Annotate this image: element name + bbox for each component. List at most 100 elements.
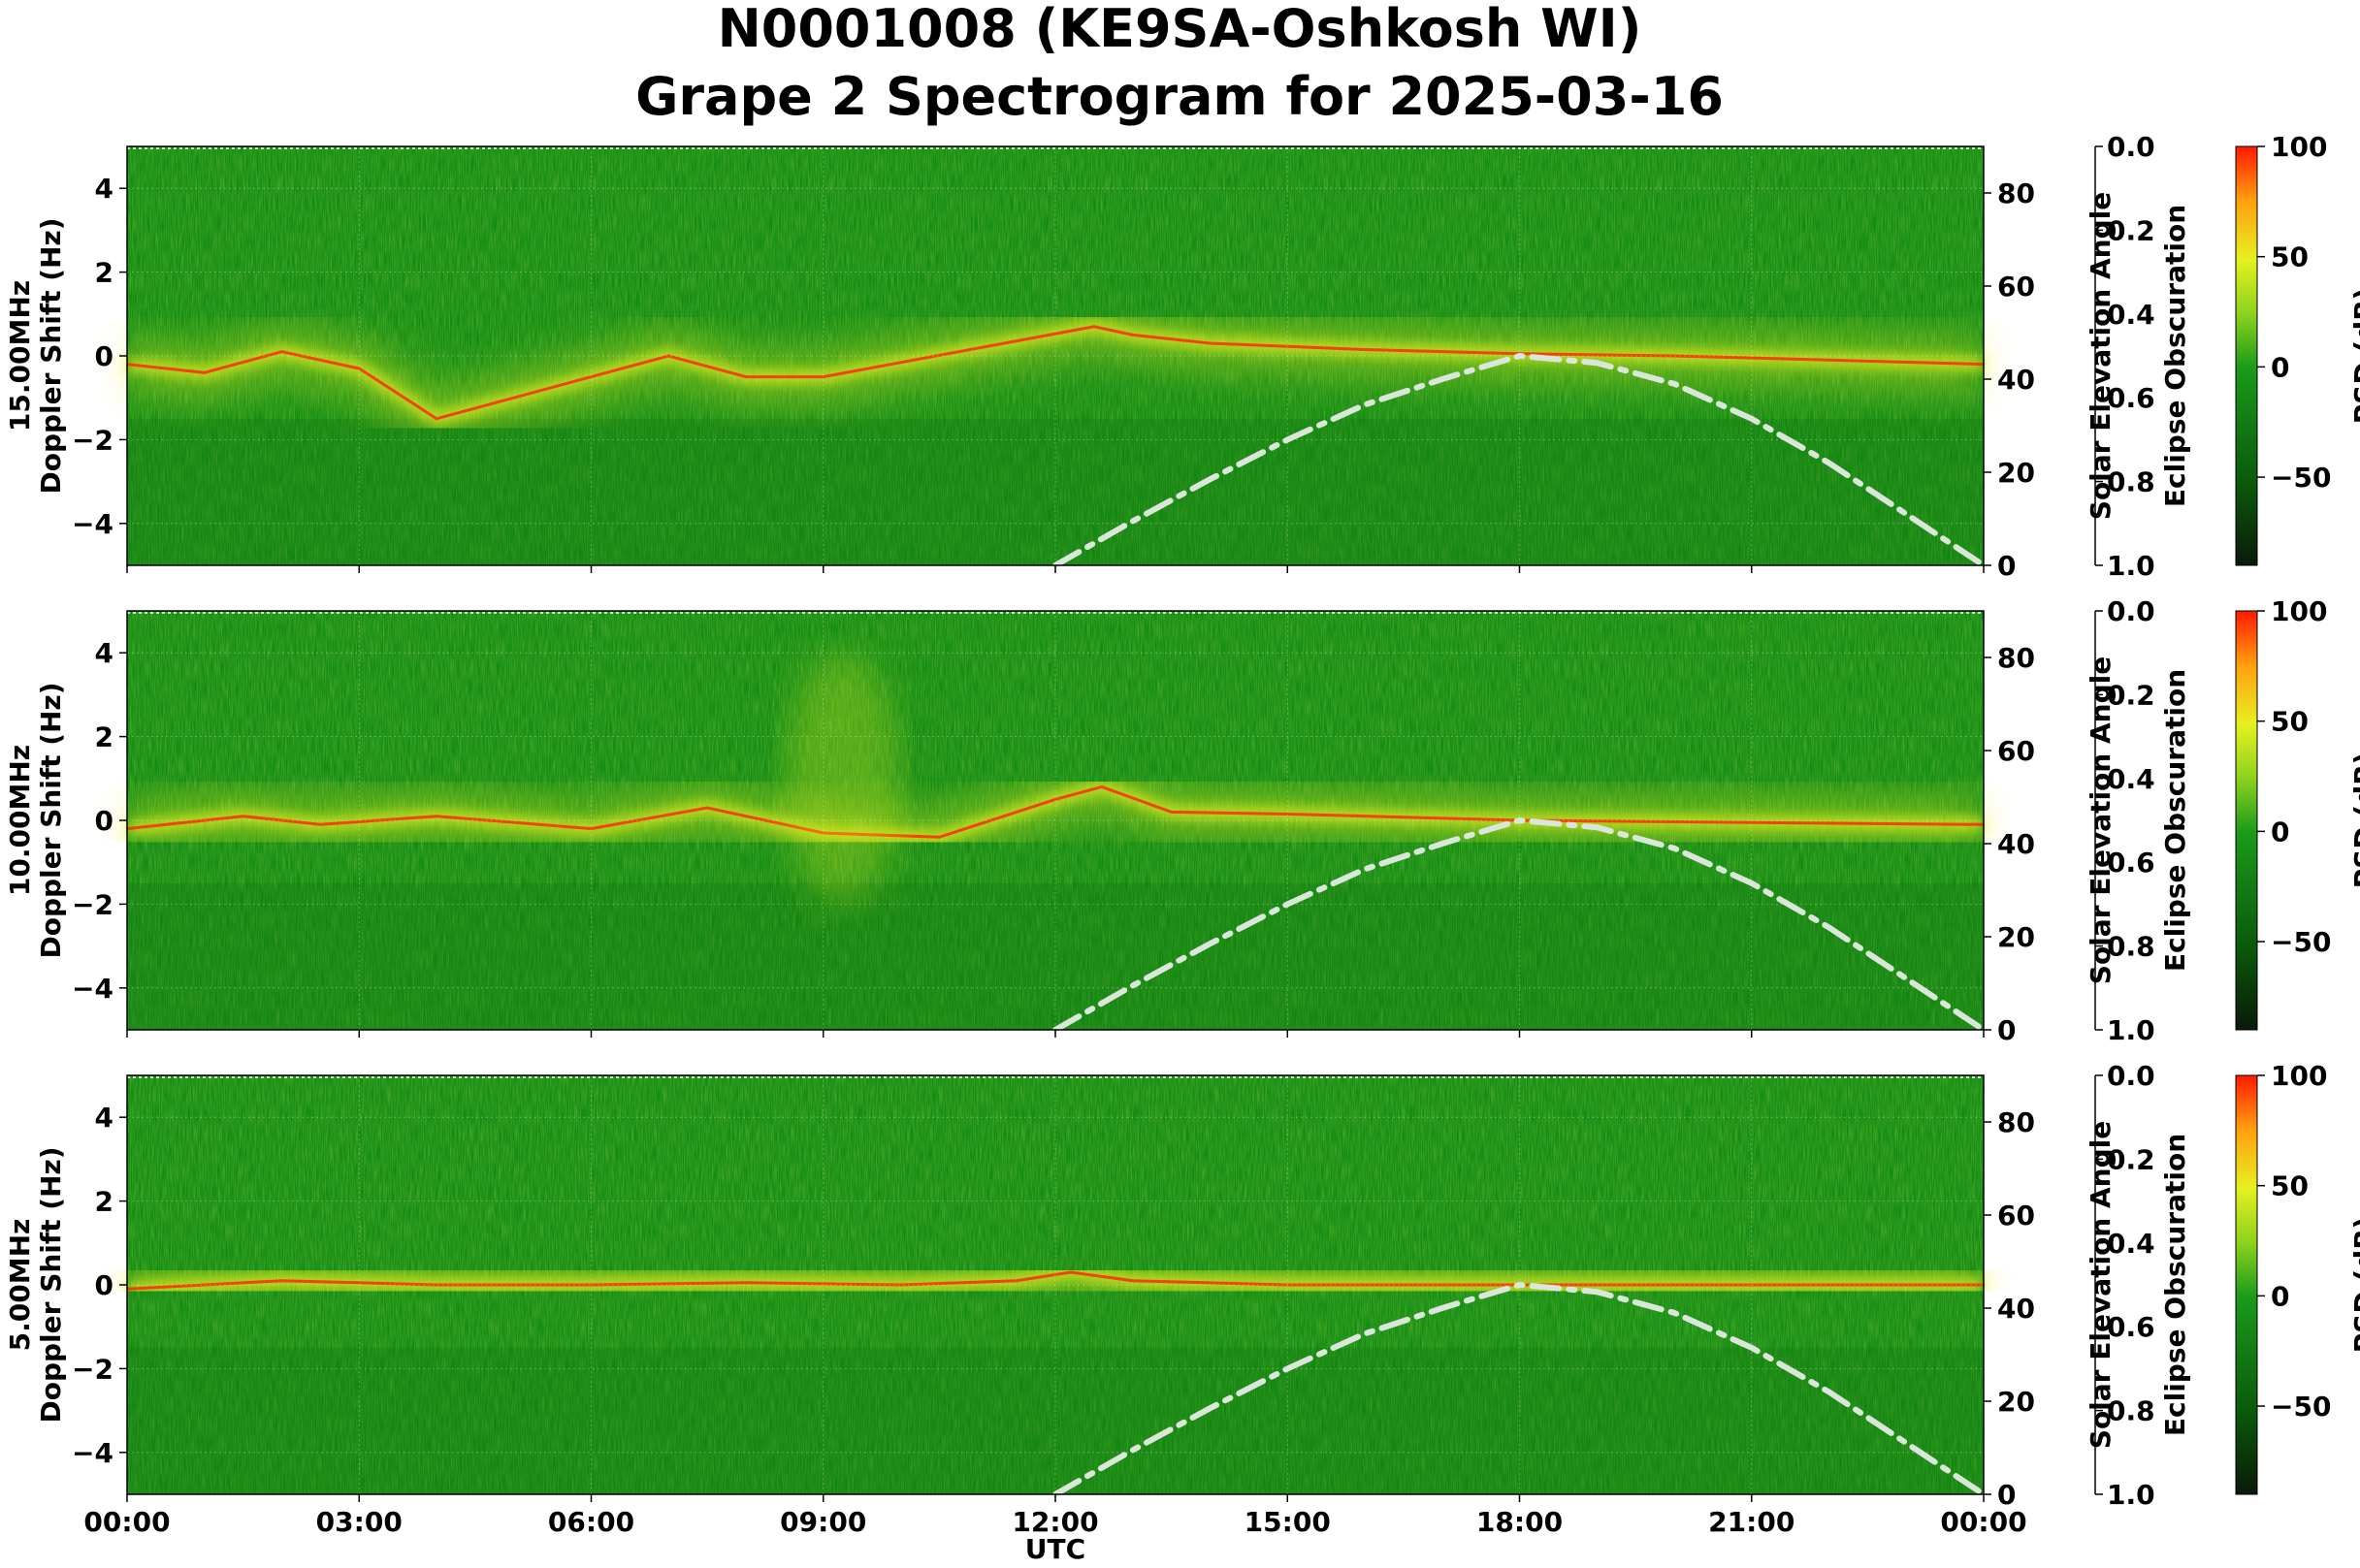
- doppler-axis-label: Doppler Shift (Hz): [35, 682, 67, 958]
- frequency-label: 10.00MHz: [4, 745, 36, 896]
- y-tick-label: −4: [72, 1437, 113, 1469]
- eclipse-axis-label: Eclipse Obscuration: [2159, 205, 2191, 507]
- eclipse-tick-label: 0.4: [2107, 1228, 2155, 1260]
- x-tick-label: 00:00: [1940, 1506, 2026, 1538]
- colorbar-tick-label: 50: [2271, 241, 2309, 273]
- elevation-tick-label: 20: [1997, 1386, 2035, 1418]
- colorbar-tick-label: −50: [2271, 1391, 2331, 1423]
- carrier-trace: [126, 784, 1985, 839]
- doppler-axis-label: Doppler Shift (Hz): [35, 217, 67, 494]
- elevation-tick-label: 60: [1997, 735, 2035, 767]
- elevation-axis-label: Solar Elevation Angle: [2085, 656, 2117, 984]
- colorbar: [2235, 1074, 2258, 1495]
- y-tick-label: −2: [72, 424, 113, 456]
- elevation-tick-label: 0: [1997, 1479, 2016, 1511]
- y-tick-label: 2: [95, 257, 113, 289]
- elevation-tick-label: 80: [1997, 1106, 2035, 1138]
- eclipse-tick-label: 0.0: [2107, 1060, 2155, 1092]
- colorbar-tick-label: −50: [2271, 926, 2331, 958]
- panel-3: −4 −2 0 2 4 5.00MHz Doppler Shift (Hz) 0 20 40 60 8…: [4, 1060, 2360, 1538]
- elevation-tick-label: 20: [1997, 921, 2035, 953]
- elevation-tick-label: 40: [1997, 364, 2035, 396]
- x-tick-label: 03:00: [316, 1506, 403, 1538]
- eclipse-tick-label: 1.0: [2107, 1479, 2155, 1511]
- colorbar-label: PSD (dB): [2348, 752, 2360, 889]
- elevation-axis-label: Solar Elevation Angle: [2085, 192, 2117, 520]
- eclipse-tick-label: 0.6: [2107, 1311, 2155, 1343]
- eclipse-tick-label: 0.4: [2107, 299, 2155, 331]
- frequency-label: 15.00MHz: [4, 280, 36, 432]
- elevation-tick-label: 80: [1997, 642, 2035, 674]
- y-tick-label: −4: [72, 508, 113, 540]
- eclipse-tick-label: 0.6: [2107, 847, 2155, 879]
- eclipse-tick-label: 0.2: [2107, 1143, 2155, 1175]
- elevation-tick-label: 60: [1997, 271, 2035, 303]
- elevation-tick-label: 0: [1997, 550, 2016, 582]
- colorbar-tick-label: 0: [2271, 816, 2289, 848]
- y-tick-label: 0: [95, 340, 113, 372]
- elevation-tick-label: 40: [1997, 828, 2035, 860]
- elevation-tick-label: 60: [1997, 1200, 2035, 1232]
- solar-elevation-curve: [1052, 1281, 1987, 1497]
- x-tick-label: 09:00: [780, 1506, 866, 1538]
- x-tick-label: 21:00: [1708, 1506, 1794, 1538]
- title-line-2: Grape 2 Spectrogram for 2025-03-16: [635, 66, 1724, 127]
- mid-day-burst: [784, 653, 901, 905]
- eclipse-tick-label: 0.0: [2107, 595, 2155, 627]
- colorbar-tick-label: 50: [2271, 706, 2309, 738]
- colorbar-tick-label: 100: [2271, 1060, 2327, 1092]
- x-tick-label: 06:00: [548, 1506, 634, 1538]
- eclipse-axis-label: Eclipse Obscuration: [2159, 1134, 2191, 1436]
- eclipse-tick-label: 0.2: [2107, 214, 2155, 246]
- colorbar-tick-label: 50: [2271, 1170, 2309, 1202]
- x-tick-label: 18:00: [1476, 1506, 1563, 1538]
- frequency-label: 5.00MHz: [4, 1219, 36, 1352]
- solar-elevation-curve: [1052, 816, 1987, 1033]
- panel-1: −4 −2 0 2 4 15.00MHz Doppler Shift (Hz) 0 20 40 60…: [4, 131, 2360, 582]
- x-tick-label: 12:00: [1012, 1506, 1098, 1538]
- elevation-tick-label: 40: [1997, 1293, 2035, 1325]
- y-tick-label: 0: [95, 805, 113, 837]
- title-line-1: N0001008 (KE9SA-Oshkosh WI): [718, 0, 1642, 59]
- eclipse-tick-label: 0.8: [2107, 1395, 2155, 1427]
- x-axis-label: UTC: [1025, 1533, 1085, 1564]
- doppler-axis-label: Doppler Shift (Hz): [35, 1146, 67, 1423]
- y-tick-label: 4: [95, 173, 113, 205]
- eclipse-tick-label: 1.0: [2107, 1014, 2155, 1046]
- eclipse-tick-label: 1.0: [2107, 550, 2155, 582]
- colorbar-label: PSD (dB): [2348, 1217, 2360, 1354]
- elevation-tick-label: 80: [1997, 177, 2035, 209]
- solar-elevation-curve: [1052, 352, 1987, 568]
- colorbar-tick-label: 0: [2271, 351, 2289, 383]
- eclipse-tick-label: 0.6: [2107, 382, 2155, 414]
- x-tick-label: 00:00: [83, 1506, 170, 1538]
- colorbar-tick-label: 100: [2271, 131, 2327, 163]
- colorbar-tick-label: −50: [2271, 462, 2331, 494]
- elevation-tick-label: 20: [1997, 457, 2035, 489]
- y-tick-label: 0: [95, 1269, 113, 1301]
- eclipse-tick-label: 0.0: [2107, 131, 2155, 163]
- carrier-trace: [126, 325, 1985, 421]
- y-tick-label: 2: [95, 1186, 113, 1218]
- colorbar: [2235, 610, 2258, 1031]
- y-tick-label: 4: [95, 637, 113, 669]
- eclipse-tick-label: 0.2: [2107, 679, 2155, 711]
- spectrogram-lower-shade: [127, 1347, 1984, 1494]
- spectrogram-lower-shade: [127, 882, 1984, 1030]
- eclipse-tick-label: 0.8: [2107, 466, 2155, 498]
- colorbar-tick-label: 100: [2271, 595, 2327, 627]
- x-tick-label: 15:00: [1245, 1506, 1331, 1538]
- y-tick-label: −2: [72, 888, 113, 920]
- y-tick-label: 2: [95, 721, 113, 753]
- elevation-axis-label: Solar Elevation Angle: [2085, 1121, 2117, 1449]
- eclipse-tick-label: 0.4: [2107, 763, 2155, 795]
- eclipse-axis-label: Eclipse Obscuration: [2159, 669, 2191, 972]
- panel-2: −4 −2 0 2 4 10.00MHz Doppler Shift (Hz) 0 20 40 60…: [4, 595, 2360, 1046]
- colorbar-label: PSD (dB): [2348, 288, 2360, 425]
- eclipse-tick-label: 0.8: [2107, 931, 2155, 963]
- colorbar-tick-label: 0: [2271, 1280, 2289, 1312]
- figure-title: N0001008 (KE9SA-Oshkosh WI) Grape 2 Spec…: [635, 0, 1724, 127]
